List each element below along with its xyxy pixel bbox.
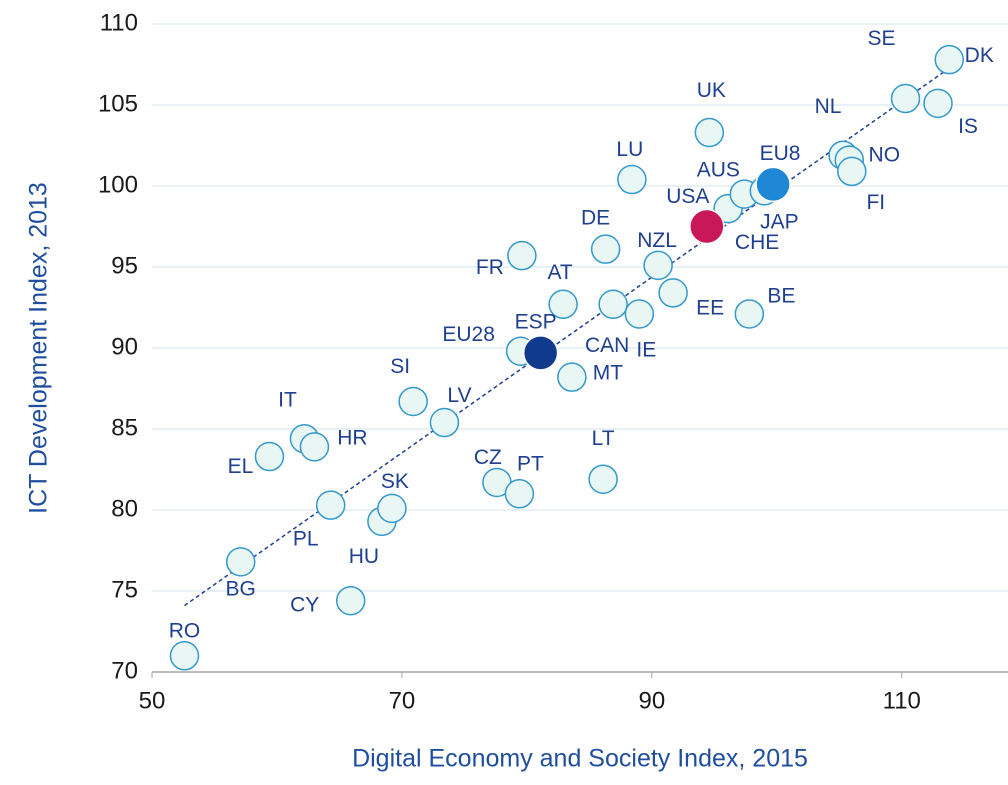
point-label: FR [476,256,504,279]
x-tick-label: 70 [389,687,416,714]
point [429,407,460,438]
point [658,278,688,308]
point-label: IT [278,388,297,411]
point-label: LU [616,138,643,161]
point-label: IE [636,339,656,362]
point [689,208,725,245]
point-label: SI [390,355,410,378]
point-label: PL [293,528,319,551]
y-tick-label: 70 [111,657,138,684]
point-label: EE [696,296,724,319]
y-tick-label: 75 [111,576,138,603]
point-label: UK [697,79,726,102]
point [548,289,578,320]
point [377,493,407,524]
point [923,88,953,119]
point-label: RO [169,619,201,642]
x-tick-label: 110 [883,687,921,714]
point-label: DK [965,44,994,67]
point-label: BE [767,285,795,308]
y-axis-title: ICT Development Index, 2013 [25,182,53,514]
x-tick-label: 50 [139,687,166,714]
point-label: IS [958,115,978,138]
point [299,432,330,462]
y-tick-label: 105 [98,90,138,117]
y-tick-label: 110 [100,9,138,36]
point [398,386,428,417]
point [169,641,200,671]
point-label: EL [228,455,254,478]
point-label: EU8 [760,142,801,165]
y-tick-label: 100 [98,171,138,198]
point-label: AUS [697,159,740,182]
point [335,585,366,616]
point [225,547,256,577]
point [617,164,647,195]
point-label: PT [517,452,544,475]
point [507,240,537,271]
point-label: HU [349,545,379,568]
point-label: USA [666,185,709,208]
point-label: EU28 [442,323,495,346]
point-label: FI [866,191,885,214]
point-label: SK [381,470,409,493]
point-label: DE [581,207,610,230]
point-label: LV [447,384,471,407]
point [624,299,655,329]
point-label: NL [815,95,842,118]
point-label: NO [869,144,901,167]
point-label: JAP [760,210,799,233]
point-label: SE [868,27,896,50]
point [837,156,867,187]
point-label: CY [290,593,319,616]
point-label: CZ [474,446,502,469]
point [557,362,587,392]
point [643,250,673,281]
point [734,299,765,329]
point-label: BG [226,577,256,600]
point [588,464,618,494]
x-tick-label: 90 [639,687,666,714]
y-tick-label: 90 [111,333,138,360]
point-label: ESP [515,310,557,333]
point-label: NZL [637,229,677,252]
point-label: LT [592,427,615,450]
point-label: CAN [585,334,629,357]
y-tick-label: 95 [111,252,138,279]
point-label: HR [337,426,367,449]
point [598,289,628,320]
point [504,479,535,509]
point [315,490,346,520]
point [890,83,921,114]
point [590,234,621,264]
y-tick-label: 80 [111,495,138,522]
point [254,441,285,472]
y-tick-label: 85 [111,414,138,441]
point [522,335,559,371]
trend-line [184,62,958,607]
point-label: CHE [735,231,779,254]
point-label: AT [547,261,572,284]
point-label: MT [593,362,623,385]
x-axis-title: Digital Economy and Society Index, 2015 [352,745,808,773]
point [934,44,965,75]
point [755,166,791,203]
point [694,117,725,148]
